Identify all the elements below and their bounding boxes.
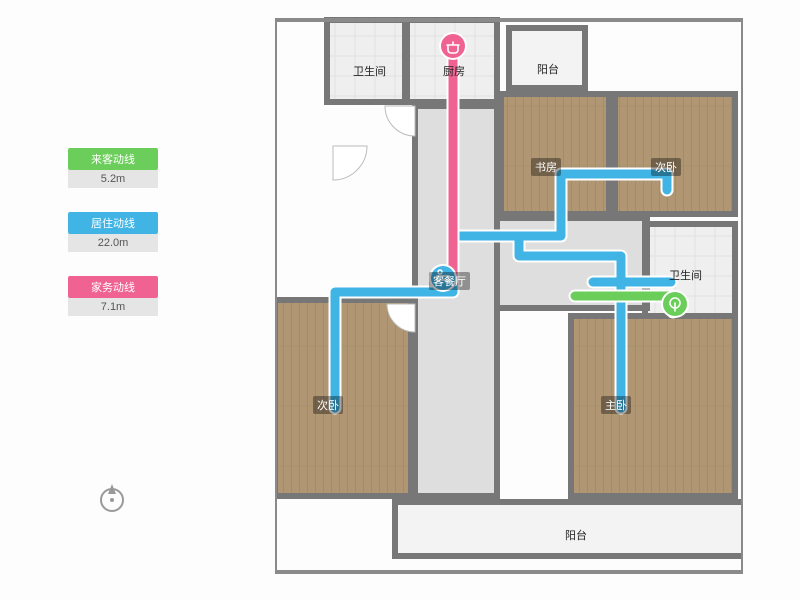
room-label-study: 书房	[531, 158, 561, 176]
legend-chore-value: 7.1m	[68, 298, 158, 316]
door-arc-1	[385, 106, 415, 136]
room-balcony1	[509, 28, 585, 88]
legend-chore: 家务动线 7.1m	[68, 276, 158, 316]
room-label-master: 主卧	[601, 396, 631, 414]
room-master	[571, 316, 735, 496]
floor-plan: 卫生间厨房阳台书房次卧卫生间客餐厅次卧主卧阳台	[275, 16, 743, 576]
legend-live-label: 居住动线	[68, 212, 158, 234]
legend: 来客动线 5.2m 居住动线 22.0m 家务动线 7.1m	[68, 148, 158, 340]
room-label-living: 客餐厅	[429, 272, 470, 290]
kitchen-node	[441, 34, 465, 58]
legend-guest-value: 5.2m	[68, 170, 158, 188]
room-label-kitchen: 厨房	[439, 62, 469, 80]
compass-icon	[95, 480, 129, 514]
room-label-balcony2: 阳台	[561, 526, 591, 544]
room-bath1	[327, 20, 405, 102]
legend-live: 居住动线 22.0m	[68, 212, 158, 252]
room-bed2a	[615, 94, 735, 214]
room-label-bed2a: 次卧	[651, 158, 681, 176]
room-label-balcony1: 阳台	[533, 60, 563, 78]
room-label-bath1: 卫生间	[349, 62, 390, 80]
legend-live-value: 22.0m	[68, 234, 158, 252]
legend-chore-label: 家务动线	[68, 276, 158, 298]
room-label-bath2: 卫生间	[665, 266, 706, 284]
legend-guest: 来客动线 5.2m	[68, 148, 158, 188]
room-label-bed2b: 次卧	[313, 396, 343, 414]
door-arc-0	[333, 146, 367, 180]
room-bed2b	[275, 300, 411, 496]
legend-guest-label: 来客动线	[68, 148, 158, 170]
